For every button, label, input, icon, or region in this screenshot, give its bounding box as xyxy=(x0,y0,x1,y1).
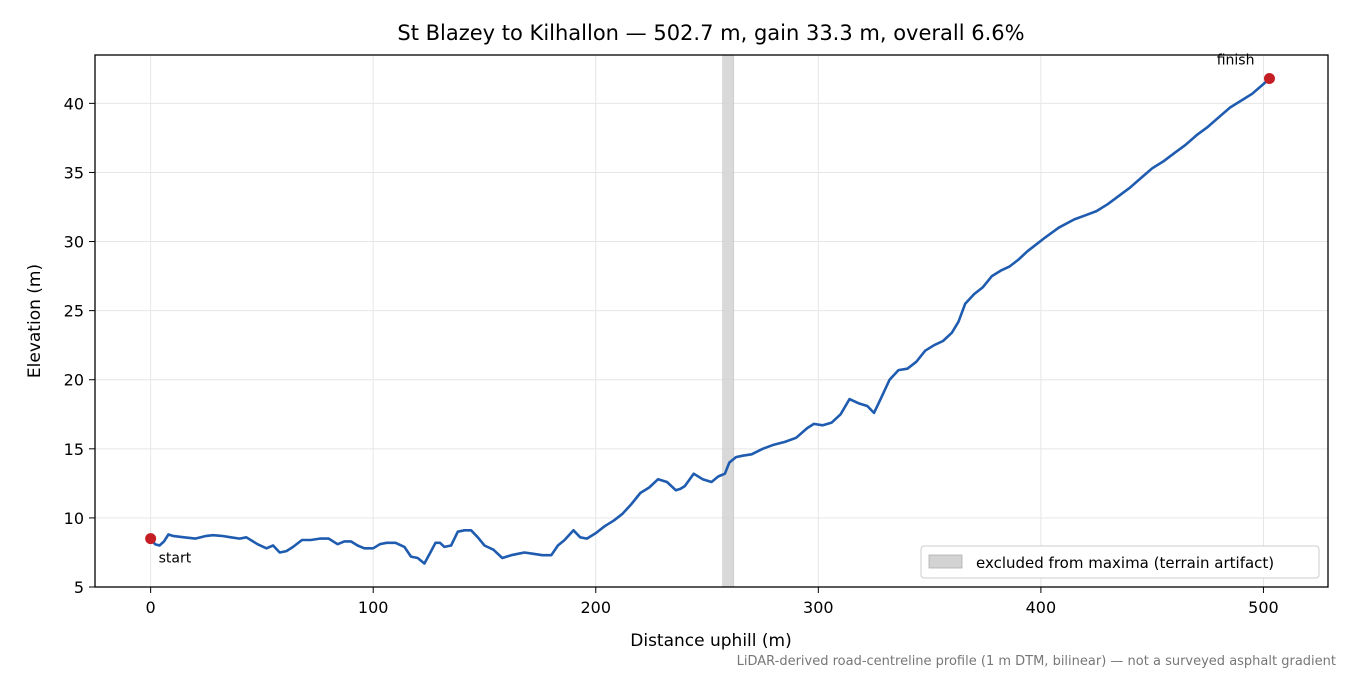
legend: excluded from maxima (terrain artifact) xyxy=(920,545,1320,579)
x-tick-label: 400 xyxy=(1026,598,1057,617)
x-axis-label: Distance uphill (m) xyxy=(630,631,791,651)
x-tick-label: 200 xyxy=(580,598,611,617)
y-tick-label: 25 xyxy=(64,302,84,321)
series-group xyxy=(149,77,1271,565)
marker-start xyxy=(145,533,157,545)
y-tick-label: 35 xyxy=(64,163,84,182)
x-tick-label: 300 xyxy=(803,598,834,617)
legend-box xyxy=(920,545,1320,579)
markers-group: start finish xyxy=(145,52,1275,567)
x-tick-label: 100 xyxy=(358,598,389,617)
y-tick-label: 20 xyxy=(64,371,84,390)
legend-swatch xyxy=(928,554,963,569)
y-tick-label: 40 xyxy=(64,94,84,113)
y-tick-label: 15 xyxy=(64,440,84,459)
legend-label: excluded from maxima (terrain artifact) xyxy=(976,554,1274,572)
y-tick-label: 5 xyxy=(74,578,84,597)
y-tick-label: 30 xyxy=(64,233,84,252)
x-tick-label: 0 xyxy=(146,598,156,617)
footnote: LiDAR-derived road-centreline profile (1… xyxy=(737,654,1336,669)
marker-label-start: start xyxy=(159,551,192,567)
x-tick-label: 500 xyxy=(1248,598,1279,617)
grid xyxy=(95,55,1328,588)
y-tick-label: 10 xyxy=(64,509,84,528)
chart-title: St Blazey to Kilhallon — 502.7 m, gain 3… xyxy=(397,21,1024,45)
y-axis-ticks: 5 10 15 20 25 30 35 40 xyxy=(64,94,95,597)
elevation-line xyxy=(149,77,1271,565)
x-axis-ticks: 0 100 200 300 400 500 xyxy=(146,587,1279,617)
excluded-band xyxy=(722,54,735,588)
marker-finish xyxy=(1263,72,1275,84)
plot-frame xyxy=(94,54,1329,588)
marker-label-finish: finish xyxy=(1217,52,1255,68)
excluded-band-group xyxy=(722,54,735,588)
y-axis-label: Elevation (m) xyxy=(25,264,45,378)
